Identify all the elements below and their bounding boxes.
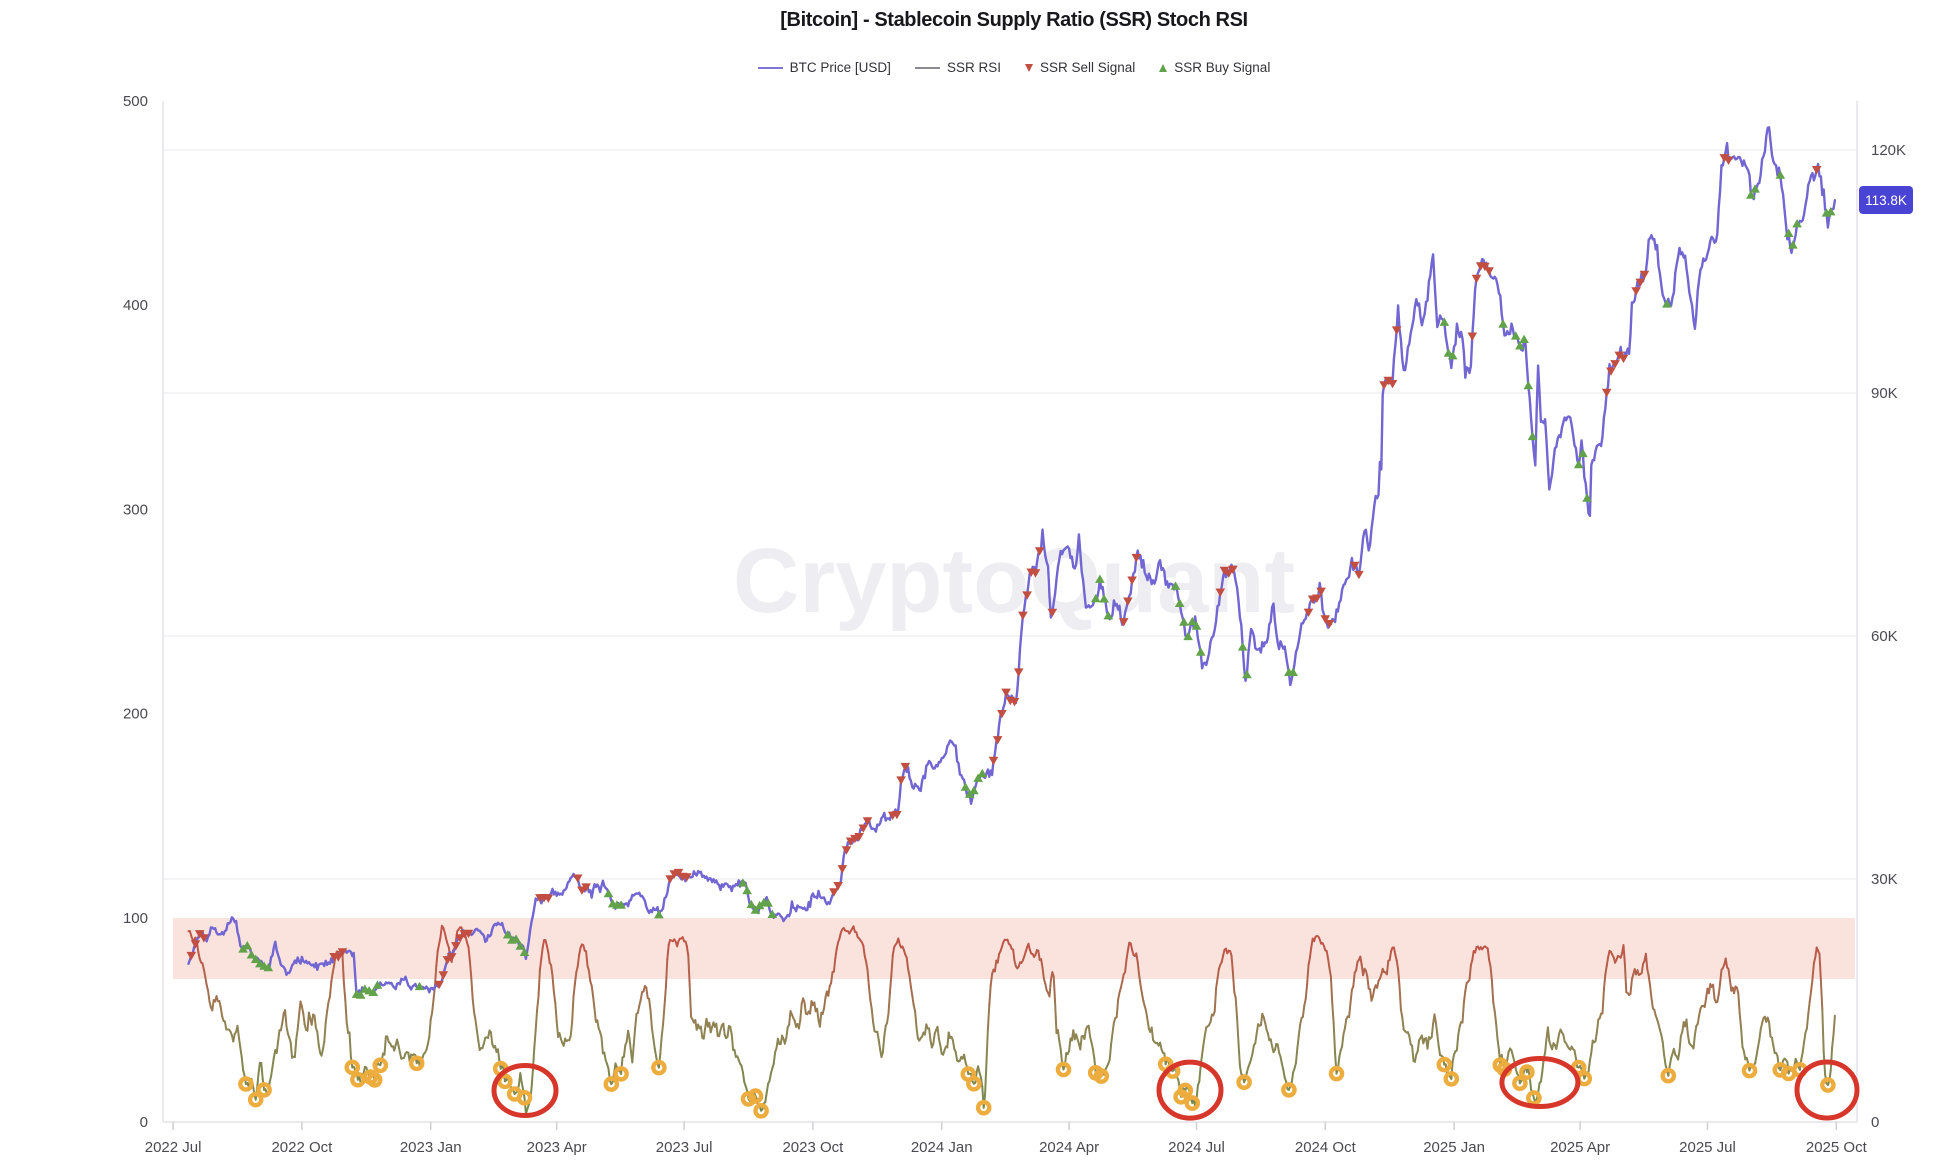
svg-text:0: 0	[1871, 1114, 1879, 1131]
svg-text:200: 200	[123, 706, 148, 723]
svg-text:120K: 120K	[1871, 142, 1906, 159]
svg-text:2024 Jul: 2024 Jul	[1168, 1139, 1225, 1156]
svg-text:2022 Jul: 2022 Jul	[145, 1139, 202, 1156]
svg-text:CryptoQuant: CryptoQuant	[733, 530, 1295, 632]
svg-text:500: 500	[123, 93, 148, 110]
svg-text:2025 Jan: 2025 Jan	[1423, 1139, 1485, 1156]
svg-text:0: 0	[140, 1114, 148, 1131]
svg-text:2024 Jan: 2024 Jan	[911, 1139, 973, 1156]
svg-text:90K: 90K	[1871, 385, 1898, 402]
svg-text:400: 400	[123, 297, 148, 314]
svg-text:2023 Oct: 2023 Oct	[782, 1139, 844, 1156]
svg-text:2022 Oct: 2022 Oct	[271, 1139, 333, 1156]
svg-text:300: 300	[123, 501, 148, 518]
svg-text:2023 Jan: 2023 Jan	[400, 1139, 462, 1156]
svg-text:60K: 60K	[1871, 628, 1898, 645]
svg-text:2024 Oct: 2024 Oct	[1295, 1139, 1357, 1156]
svg-text:30K: 30K	[1871, 871, 1898, 888]
svg-text:2025 Jul: 2025 Jul	[1679, 1139, 1736, 1156]
svg-text:113.8K: 113.8K	[1865, 193, 1907, 208]
svg-text:100: 100	[123, 910, 148, 927]
svg-text:2023 Jul: 2023 Jul	[656, 1139, 713, 1156]
svg-text:2024 Apr: 2024 Apr	[1039, 1139, 1099, 1156]
svg-text:2025 Oct: 2025 Oct	[1806, 1139, 1868, 1156]
svg-text:2025 Apr: 2025 Apr	[1550, 1139, 1610, 1156]
svg-text:2023 Apr: 2023 Apr	[527, 1139, 587, 1156]
